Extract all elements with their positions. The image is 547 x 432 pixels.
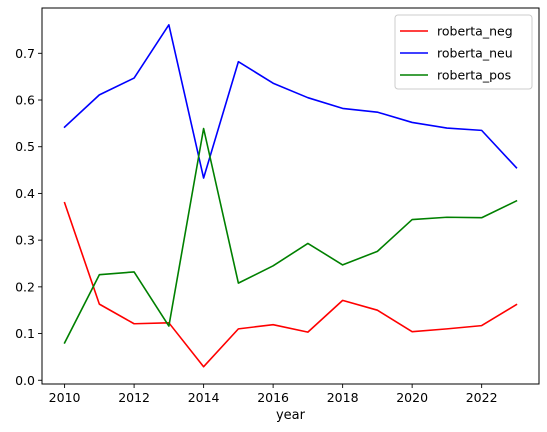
y-tick-label: 0.6 xyxy=(15,93,35,108)
x-axis-label: year xyxy=(276,408,306,423)
y-tick-label: 0.0 xyxy=(15,373,35,388)
x-tick-label: 2022 xyxy=(466,390,498,405)
series-layer xyxy=(63,24,518,368)
series-line-roberta-pos xyxy=(63,127,518,344)
x-tick-label: 2012 xyxy=(118,390,150,405)
x-tick-label: 2020 xyxy=(396,390,428,405)
x-tick-label: 2016 xyxy=(257,390,289,405)
x-axis: 2010 2012 2014 2016 2018 2020 2022 xyxy=(49,384,498,405)
y-tick-label: 0.1 xyxy=(15,326,35,341)
legend: roberta_neg roberta_neu roberta_pos xyxy=(394,14,533,90)
legend-label-roberta-neu: roberta_neu xyxy=(437,46,513,61)
legend-frame xyxy=(394,14,533,90)
axes-frame xyxy=(41,7,540,385)
y-tick-label: 0.4 xyxy=(15,186,35,201)
x-tick-label: 2018 xyxy=(327,390,359,405)
x-tick-label: 2010 xyxy=(49,390,81,405)
y-tick-label: 0.5 xyxy=(15,139,35,154)
y-tick-label: 0.2 xyxy=(15,279,35,294)
series-line-roberta-neg xyxy=(63,201,518,368)
y-axis: 0.0 0.1 0.2 0.3 0.4 0.5 0.6 0.7 xyxy=(15,46,42,388)
legend-label-roberta-neg: roberta_neg xyxy=(437,24,513,39)
series-line-roberta-neu xyxy=(63,24,518,179)
y-tick-label: 0.7 xyxy=(15,46,35,61)
y-tick-label: 0.3 xyxy=(15,233,35,248)
legend-label-roberta-pos: roberta_pos xyxy=(437,68,511,83)
x-tick-label: 2014 xyxy=(188,390,220,405)
